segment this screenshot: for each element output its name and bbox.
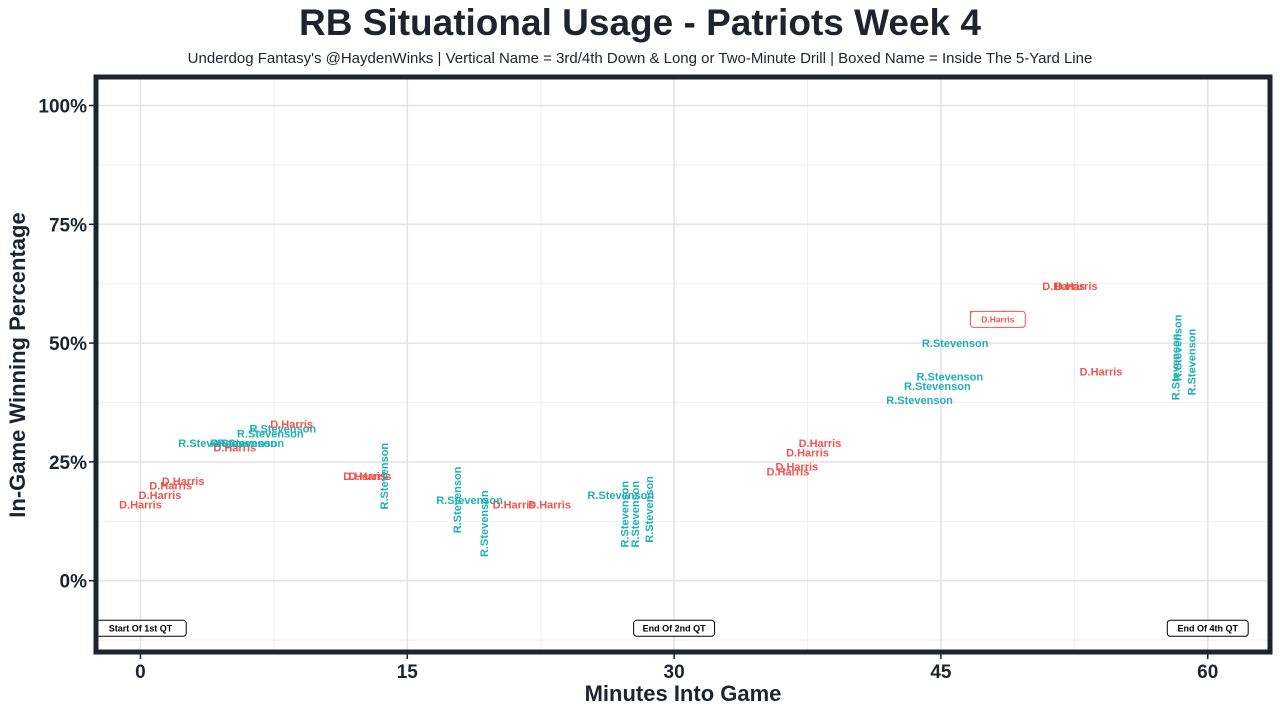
data-point-label: D.Harris [343, 471, 386, 483]
y-tick-label: 100% [38, 97, 87, 118]
x-tick-label: 45 [930, 662, 952, 683]
x-tick-label: 60 [1197, 662, 1218, 683]
minor-gridlines [96, 77, 1270, 652]
chart-title: RB Situational Usage - Patriots Week 4 [299, 2, 981, 43]
data-point-label: R.Stevenson [210, 438, 277, 450]
y-axis-ticks: 0% 25% 50% 75% 100% [38, 97, 94, 593]
data-point-label: R.Stevenson [1187, 329, 1199, 396]
data-point-label: R.Stevenson [922, 338, 989, 350]
x-axis-title: Minutes Into Game [585, 681, 782, 706]
data-point-label: R.Stevenson [217, 438, 284, 450]
data-point-label: R.Stevenson [916, 371, 983, 383]
data-point-label: R.Stevenson [587, 490, 654, 502]
x-tick-label: 30 [664, 662, 685, 683]
x-tick-label: 0 [135, 662, 146, 683]
data-point-label: D.Harris [162, 476, 205, 488]
data-point-label: D.Harris [775, 462, 818, 474]
y-tick-label: 75% [49, 215, 87, 236]
chart-subtitle: Underdog Fantasy's @HaydenWinks | Vertic… [187, 50, 1093, 67]
data-point-label: R.Stevenson [1171, 333, 1183, 400]
annotation-label: End Of 4th QT [1177, 623, 1238, 633]
data-point-label: D.Harris [528, 500, 571, 512]
data-point-label: R.Stevenson [630, 481, 642, 548]
data-point-label: D.Harris [1080, 367, 1123, 379]
data-point-label: D.Harris [981, 314, 1014, 324]
data-point-label: D.Harris [349, 471, 392, 483]
data-points: D.HarrisD.HarrisD.HarrisD.HarrisR.Steven… [119, 281, 1199, 557]
quarter-annotations: Start Of 1st QT End Of 2nd QT End Of 4th Q… [94, 619, 1249, 637]
data-point-label: D.Harris [786, 447, 829, 459]
data-point-label: R.Stevenson [644, 476, 656, 543]
annotation-label: Start Of 1st QT [109, 623, 173, 633]
annotation-box [1166, 619, 1249, 637]
x-axis-ticks: 0 15 30 45 60 [135, 654, 1218, 683]
data-point-label: D.Harris [270, 419, 313, 431]
data-point-label: R.Stevenson [237, 428, 304, 440]
data-point-label: R.Stevenson [479, 490, 491, 557]
data-point-label: D.Harris [493, 500, 536, 512]
x-tick-label: 15 [397, 662, 419, 683]
data-point-label: R.Stevenson [178, 438, 245, 450]
data-point-label: R.Stevenson [436, 495, 503, 507]
y-tick-label: 50% [49, 334, 87, 355]
data-point-label: R.Stevenson [619, 481, 631, 548]
data-point-label: R.Stevenson [249, 424, 316, 436]
y-tick-label: 25% [49, 453, 87, 474]
boxed-point-frame [969, 310, 1026, 328]
data-point-label: R.Stevenson [904, 381, 971, 393]
data-point-label: D.Harris [119, 500, 162, 512]
data-point-label: D.Harris [213, 443, 256, 455]
y-axis-title: In-Game Winning Percentage [5, 212, 30, 517]
data-point-label: D.Harris [1055, 281, 1098, 293]
y-tick-label: 0% [60, 572, 88, 593]
data-point-label: R.Stevenson [379, 443, 391, 510]
data-point-label: R.Stevenson [1173, 314, 1185, 381]
major-gridlines [96, 77, 1270, 652]
data-point-label: D.Harris [149, 481, 192, 493]
data-point-label: R.Stevenson [452, 466, 464, 533]
data-point-label: D.Harris [799, 438, 842, 450]
annotation-box [633, 619, 716, 637]
data-point-label: D.Harris [139, 490, 182, 502]
data-point-label: R.Stevenson [886, 395, 953, 407]
data-point-label: D.Harris [767, 466, 810, 478]
plot-frame [93, 74, 1273, 655]
data-point-label: D.Harris [1042, 281, 1085, 293]
annotation-label: End Of 2nd QT [643, 623, 706, 633]
